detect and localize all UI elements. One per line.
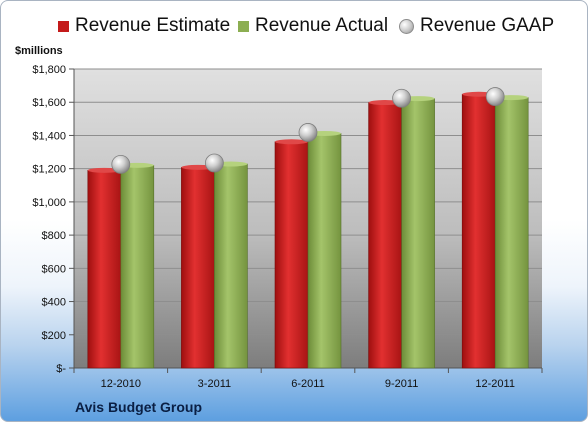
x-tick-label: 3-2011 — [198, 378, 231, 390]
legend-swatch-estimate — [58, 20, 69, 32]
legend-item-revenue-gaap: Revenue GAAP — [399, 15, 554, 37]
y-tick-label: $200 — [42, 330, 66, 342]
bar-revenue-actual — [494, 97, 529, 369]
legend-label-actual: Revenue Actual — [255, 15, 389, 36]
y-tick-label: $1,000 — [32, 197, 66, 209]
marker-revenue-gaap — [392, 88, 412, 108]
legend-label-gaap: Revenue GAAP — [420, 15, 555, 36]
y-tick-label: $1,200 — [32, 164, 66, 176]
legend-label-estimate: Revenue Estimate — [75, 15, 231, 36]
legend: Revenue Estimate Revenue Actual Revenue … — [1, 15, 587, 43]
bar-revenue-estimate — [274, 141, 309, 369]
bar-revenue-estimate — [87, 170, 122, 369]
bar-revenue-estimate — [181, 167, 215, 369]
bar-revenue-actual — [401, 98, 435, 369]
bar-revenue-estimate — [368, 102, 402, 369]
company-name: Avis Budget Group — [75, 399, 203, 415]
bar-revenue-actual — [214, 163, 248, 369]
y-tick-label: $1,600 — [32, 97, 66, 109]
legend-item-revenue-actual: Revenue Actual — [238, 15, 388, 37]
y-tick-label: $400 — [42, 297, 66, 309]
x-tick-label: 12-2010 — [101, 378, 141, 390]
y-tick-label: $1,800 — [32, 64, 66, 76]
marker-revenue-gaap — [485, 87, 505, 106]
x-tick-label: 12-2011 — [475, 378, 515, 390]
y-tick-label: $1,400 — [32, 130, 66, 142]
legend-swatch-actual — [238, 20, 249, 32]
legend-circle-gaap — [399, 18, 414, 34]
marker-revenue-gaap — [298, 123, 318, 142]
marker-revenue-gaap — [204, 153, 224, 173]
bar-top-estimate — [275, 139, 308, 145]
x-tick-label: 9-2011 — [385, 378, 418, 390]
y-axis-unit-label: $millions — [15, 45, 63, 57]
y-tick-label: $- — [56, 363, 66, 375]
y-tick-label: $600 — [42, 263, 66, 275]
bar-revenue-estimate — [461, 93, 496, 369]
y-tick-label: $800 — [42, 230, 66, 242]
marker-revenue-gaap — [111, 154, 131, 174]
legend-item-revenue-estimate: Revenue Estimate — [58, 15, 230, 37]
bar-revenue-actual — [307, 133, 342, 369]
bar-top-estimate — [87, 167, 121, 173]
x-tick-label: 6-2011 — [291, 378, 324, 390]
bar-revenue-actual — [120, 165, 155, 369]
